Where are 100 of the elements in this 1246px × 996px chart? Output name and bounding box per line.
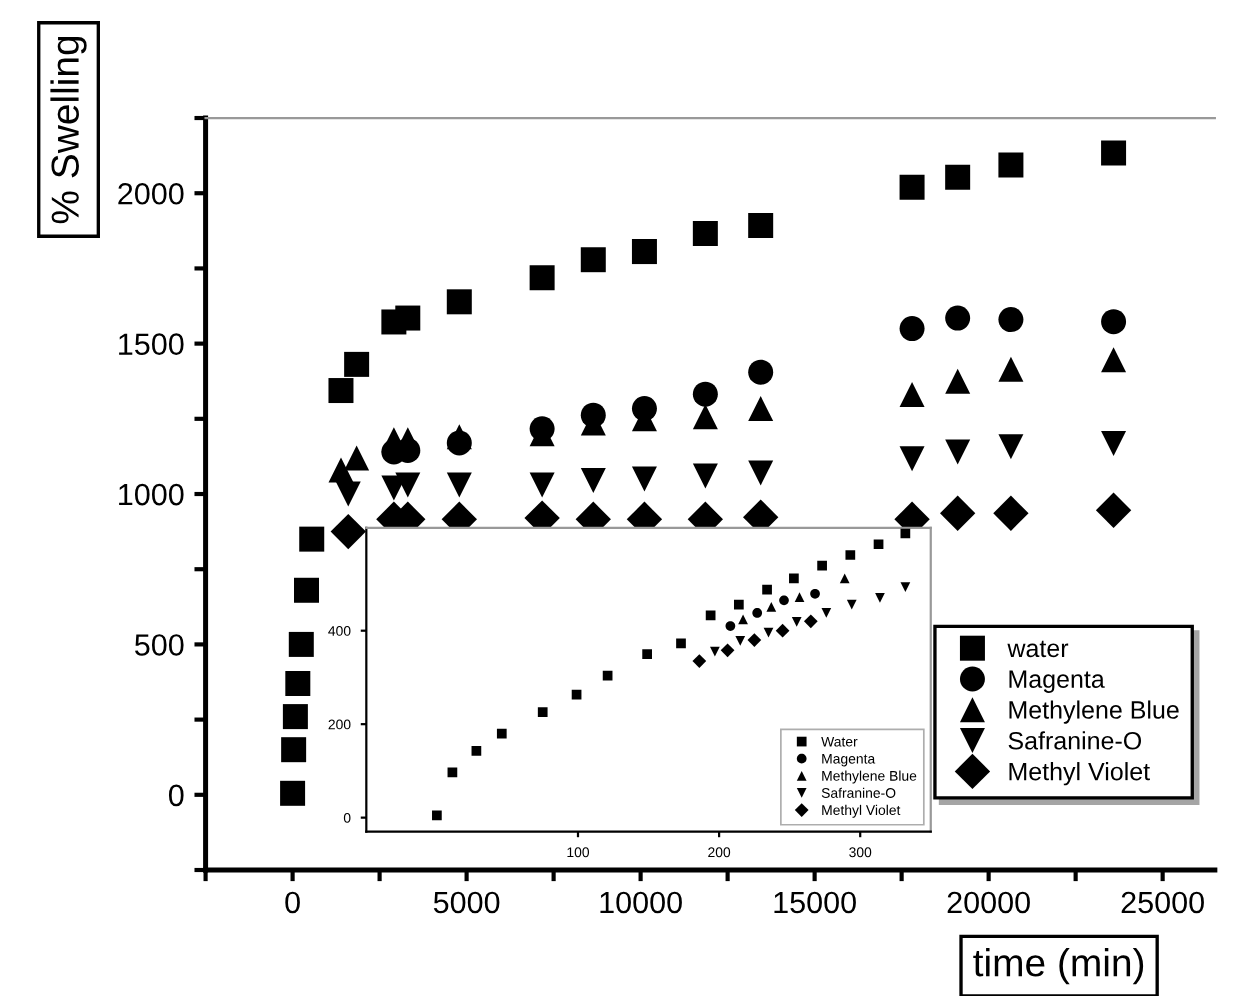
point [789,573,799,584]
point [998,152,1024,178]
point [733,599,744,610]
point [720,643,735,658]
point [1101,430,1127,456]
point [631,239,657,265]
point [794,592,805,602]
point [945,305,971,331]
point [817,560,827,571]
point [748,359,774,385]
point [791,616,802,627]
point [748,460,774,486]
point [899,316,925,342]
point [328,378,354,404]
point [537,707,548,717]
point [1095,492,1132,528]
point [571,689,582,700]
point [676,638,686,649]
x-axis-title: time (min) [973,947,1144,985]
point [692,221,718,247]
point [280,780,306,806]
point [762,584,772,595]
point [471,745,482,756]
point [945,439,971,465]
point [642,649,652,659]
point [710,646,720,657]
point [900,582,911,593]
point [735,636,746,646]
point [692,654,707,668]
x-tick-label: 15000 [774,891,856,914]
point [899,446,925,472]
point [875,593,885,603]
point [945,368,971,394]
point [1101,309,1127,335]
x-tick-label: 5000 [433,891,500,914]
y-tick-label: 1000 [119,483,184,506]
point [692,463,718,489]
point [1101,347,1127,373]
point [580,247,606,273]
point [1101,140,1127,166]
point [845,550,856,560]
point [998,307,1024,333]
point [529,472,555,498]
point [899,381,925,407]
point [803,614,818,629]
point [496,728,507,739]
point [446,289,472,315]
point [779,595,789,606]
point [998,434,1024,460]
point [846,599,857,610]
point [873,539,884,550]
point [766,602,777,612]
point [580,402,606,428]
point [299,526,325,552]
point [281,737,307,763]
point [748,212,774,238]
point [631,466,657,492]
legend-label: water [1007,640,1069,658]
point [725,621,736,631]
point [335,481,361,507]
x-tick-label: 10000 [600,891,682,914]
legend-label: Methylene Blue [1009,700,1179,724]
point [288,631,314,657]
point [993,495,1029,531]
point [395,472,421,498]
y-tick-label: 500 [135,634,184,656]
point [810,588,820,599]
point [330,513,366,550]
point [839,573,850,584]
legend-label: Safranine-O [1008,731,1142,750]
x-tick-label: 0 [285,891,300,914]
point [328,457,354,483]
point [692,404,718,430]
point [580,467,606,493]
y-tick-label: 2000 [118,182,184,205]
legend-label: Methyl Violet [1009,762,1150,786]
y-tick-label: 1500 [119,333,184,355]
point [998,356,1024,382]
point [395,305,421,331]
y-tick-label: 0 [168,784,184,807]
point [775,623,790,638]
point [446,472,472,498]
point [285,671,311,697]
point [294,577,320,603]
point [821,608,832,618]
y-axis-title: % Swelling [50,36,87,224]
point [282,704,308,730]
point [692,381,718,407]
point [344,351,370,377]
point [705,610,716,621]
point [899,174,925,200]
point [752,608,763,618]
point [529,265,555,291]
point [447,767,458,778]
legend-label: Magenta [1009,670,1105,693]
point [939,495,976,531]
point [631,396,657,422]
point [747,633,762,647]
point [738,614,748,625]
point [446,430,472,456]
